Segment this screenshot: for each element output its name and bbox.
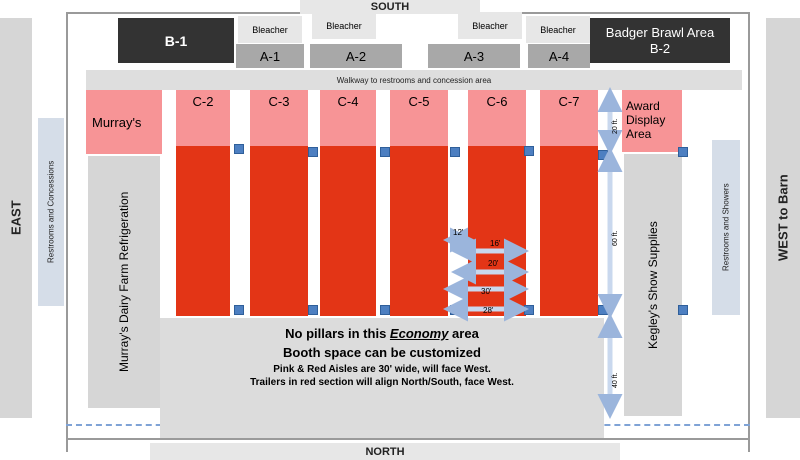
- murrays-booth: Murray's: [86, 90, 162, 154]
- booth-a4: A-4: [528, 44, 590, 68]
- award-display-area: Award Display Area: [622, 90, 682, 152]
- dimension-20ft: 20 ft.: [597, 87, 623, 155]
- booth-a3-label: A-3: [463, 48, 485, 64]
- booth-a4-label: A-4: [548, 48, 570, 64]
- booth-b1-label: B-1: [164, 32, 188, 49]
- dimension-40ft: 40 ft.: [597, 313, 623, 419]
- bleacher-1-label: Bleacher: [252, 24, 288, 35]
- restrooms-concessions: Restrooms and Concessions: [38, 118, 64, 306]
- east-wall-outer: [66, 12, 68, 452]
- economy-line1-post: area: [448, 326, 479, 341]
- north-label: NORTH: [150, 443, 620, 460]
- economy-line1: No pillars in this Economy area: [160, 326, 604, 341]
- aisle-red-2: [176, 146, 230, 316]
- bleacher-4-label: Bleacher: [540, 24, 576, 35]
- aisle-label: C-7: [558, 94, 580, 109]
- column-marker: [234, 305, 244, 315]
- column-marker: [598, 305, 608, 315]
- column-marker: [524, 305, 534, 315]
- aisle-pink-5: C-5: [390, 90, 448, 146]
- north-wall: [66, 438, 750, 440]
- aisle-pink-6: C-6: [468, 90, 526, 146]
- walkway-label: Walkway to restrooms and concession area: [336, 75, 492, 85]
- booth-b2-label-line2: B-2: [649, 40, 671, 56]
- trailer-width-12: 12': [453, 228, 464, 237]
- economy-line4: Trailers in red section will align North…: [250, 377, 514, 388]
- economy-line3: Pink & Red Aisles are 30' wide, will fac…: [273, 364, 491, 375]
- murrays-refrigeration-label: Murray's Dairy Farm Refrigeration: [117, 191, 131, 373]
- aisle-pink-2: C-2: [176, 90, 230, 146]
- bleacher-1: Bleacher: [238, 16, 302, 43]
- column-marker: [678, 305, 688, 315]
- restrooms-showers: Restrooms and Showers: [712, 140, 740, 315]
- aisle-label: C-3: [268, 94, 290, 109]
- column-marker: [598, 150, 608, 160]
- murrays-booth-label: Murray's: [92, 114, 142, 130]
- booth-b1: B-1: [118, 18, 234, 63]
- column-marker: [308, 147, 318, 157]
- booth-a1-label: A-1: [259, 48, 281, 64]
- booth-b2: Badger Brawl Area B-2: [590, 18, 730, 63]
- economy-line1-pre: No pillars in this: [285, 326, 390, 341]
- bleacher-3-label: Bleacher: [472, 20, 508, 31]
- column-marker: [524, 146, 534, 156]
- economy-line2: Booth space can be customized: [283, 345, 481, 360]
- bleacher-3: Bleacher: [458, 12, 522, 39]
- aisle-pink-7: C-7: [540, 90, 598, 146]
- economy-line1-em: Economy: [389, 326, 449, 341]
- booth-b2-label-line1: Badger Brawl Area: [605, 24, 715, 40]
- aisle-pink-3: C-3: [250, 90, 308, 146]
- award-line3: Area: [626, 126, 652, 141]
- restrooms-concessions-label: Restrooms and Concessions: [46, 160, 56, 264]
- booth-a3: A-3: [428, 44, 520, 68]
- column-marker: [380, 147, 390, 157]
- bleacher-2: Bleacher: [312, 12, 376, 39]
- column-marker: [450, 147, 460, 157]
- column-marker: [678, 147, 688, 157]
- bleacher-4: Bleacher: [526, 16, 590, 43]
- aisle-label: C-6: [486, 94, 508, 109]
- aisle-red-3: [250, 146, 308, 316]
- walkway: Walkway to restrooms and concession area: [86, 70, 742, 90]
- award-line1: Award: [626, 99, 660, 114]
- south-label: SOUTH: [300, 0, 480, 14]
- murrays-refrigeration: Murray's Dairy Farm Refrigeration: [88, 156, 160, 408]
- aisle-pink-4: C-4: [320, 90, 376, 146]
- dimension-60ft: 60 ft.: [597, 147, 623, 319]
- economy-area: No pillars in this Economy area Booth sp…: [160, 318, 604, 438]
- dimension-20ft-label: 20 ft.: [612, 118, 619, 134]
- dimension-60ft-label: 60 ft.: [612, 230, 619, 246]
- aisle-red-6: [468, 146, 526, 316]
- aisle-label: C-2: [192, 94, 214, 109]
- aisle-label: C-5: [408, 94, 430, 109]
- dimension-40ft-label: 40 ft.: [612, 372, 619, 388]
- trailer-arrow-12: 12': [443, 227, 475, 253]
- column-marker: [450, 305, 460, 315]
- restrooms-showers-label: Restrooms and Showers: [721, 183, 731, 272]
- east-label: EAST: [0, 18, 32, 418]
- column-marker: [234, 144, 244, 154]
- aisle-red-7: [540, 146, 598, 316]
- column-marker: [308, 305, 318, 315]
- column-marker: [380, 305, 390, 315]
- kegleys-show-supplies: Kegley's Show Supplies: [624, 154, 682, 416]
- aisle-label: C-4: [337, 94, 359, 109]
- booth-a2: A-2: [310, 44, 402, 68]
- west-wall-outer: [748, 12, 750, 452]
- kegleys-label: Kegley's Show Supplies: [646, 221, 660, 349]
- aisle-red-5: [390, 146, 448, 316]
- aisle-red-4: [320, 146, 376, 316]
- award-line2: Display: [626, 113, 666, 128]
- booth-a2-label: A-2: [345, 48, 367, 64]
- west-label: WEST to Barn: [766, 18, 800, 418]
- bleacher-2-label: Bleacher: [326, 20, 362, 31]
- booth-a1: A-1: [236, 44, 304, 68]
